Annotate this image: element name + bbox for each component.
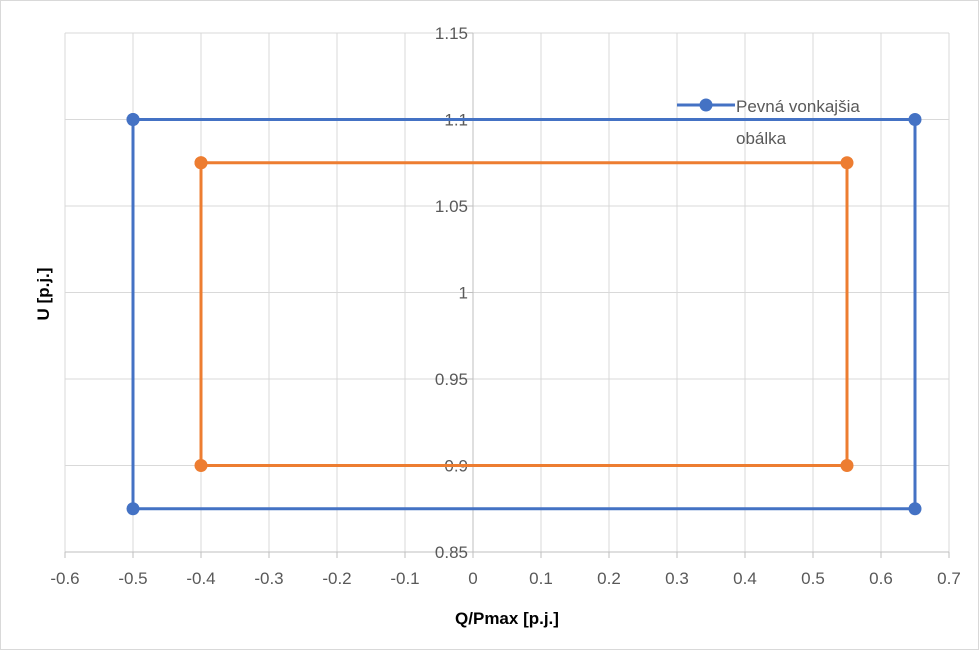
- series-1-point: [908, 502, 922, 516]
- series-line-2: [199, 161, 849, 467]
- x-tick-label: -0.2: [322, 569, 351, 588]
- series-2-point: [840, 156, 854, 170]
- x-tick-label: 0.5: [801, 569, 825, 588]
- y-tick-label: 1.15: [435, 24, 468, 43]
- series-1-point: [908, 113, 922, 126]
- series-2-point: [194, 156, 208, 170]
- x-tick-label: 0.4: [733, 569, 757, 588]
- x-axis-title: Q/Pmax [p.j.]: [455, 609, 559, 628]
- series-2-point: [194, 459, 208, 472]
- x-tick-label: 0.6: [869, 569, 893, 588]
- x-tick-label: -0.3: [254, 569, 283, 588]
- series-1-point: [126, 113, 140, 126]
- y-axis-title: U [p.j.]: [34, 268, 53, 321]
- y-tick-label: 0.85: [435, 543, 468, 562]
- series-2-point: [840, 459, 854, 472]
- legend-marker: [699, 98, 713, 112]
- x-tick-label: -0.1: [390, 569, 419, 588]
- series-1-point: [126, 502, 140, 516]
- legend: Pevná vonkajšia obálka: [677, 97, 860, 148]
- y-tick-label: 1: [459, 284, 468, 303]
- y-tick-label: 1.05: [435, 197, 468, 216]
- series: [126, 113, 922, 516]
- series-line-1: [131, 118, 917, 511]
- x-tick-label: 0: [468, 569, 477, 588]
- x-tick-label: -0.4: [186, 569, 215, 588]
- legend-label-line1: Pevná vonkajšia: [736, 97, 860, 116]
- x-tick-label: -0.6: [50, 569, 79, 588]
- y-tick-label: 0.95: [435, 370, 468, 389]
- x-tick-label: 0.1: [529, 569, 553, 588]
- x-tick-label: 0.2: [597, 569, 621, 588]
- x-tick-label: -0.5: [118, 569, 147, 588]
- legend-label-line2: obálka: [736, 129, 787, 148]
- x-tick-label: 0.3: [665, 569, 689, 588]
- x-tick-label: 0.7: [937, 569, 961, 588]
